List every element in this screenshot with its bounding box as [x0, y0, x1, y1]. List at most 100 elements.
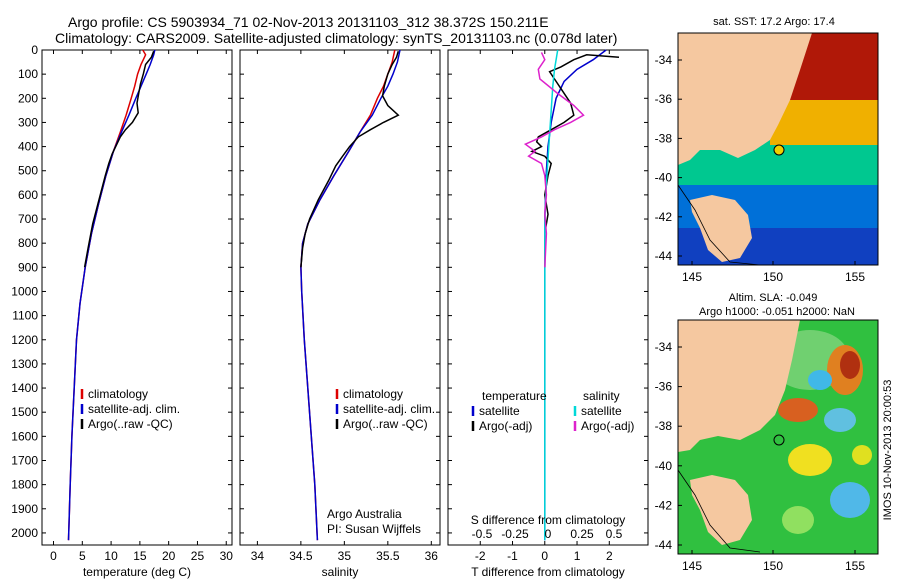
- y-tick-label: 1300: [11, 357, 38, 371]
- s-tick-label: 0.5: [606, 527, 623, 541]
- legend-label: Argo(-adj): [581, 419, 634, 433]
- map-y-tick-label: -40: [655, 459, 673, 473]
- x-axis-label: salinity: [322, 565, 359, 579]
- y-tick-label: 1200: [11, 333, 38, 347]
- map-x-tick-label: 155: [845, 559, 865, 573]
- y-tick-label: 1700: [11, 453, 38, 467]
- x-tick-label: 2: [606, 549, 613, 563]
- legend-header-salinity: salinity: [583, 389, 620, 403]
- s-tick-label: 0.25: [570, 527, 594, 541]
- series-line: [544, 49, 559, 541]
- series-line: [300, 50, 400, 268]
- x-tick-label: 30: [220, 549, 234, 563]
- x-tick-label: 0: [541, 549, 548, 563]
- y-tick-label: 600: [18, 188, 38, 202]
- legend-header-temperature: temperature: [482, 389, 547, 403]
- sla-map-frame: [677, 319, 879, 555]
- legend-label: Argo(..raw -QC): [88, 417, 173, 431]
- map-y-tick-label: -36: [655, 92, 673, 106]
- sst-argo-marker: [773, 144, 785, 156]
- y-tick-label: 1800: [11, 478, 38, 492]
- map-x-tick-label: 155: [845, 270, 865, 284]
- y-tick-label: 1600: [11, 429, 38, 443]
- x-tick-label: 34.5: [289, 549, 313, 563]
- map-y-tick-label: -44: [655, 538, 673, 552]
- y-tick-label: 200: [18, 91, 38, 105]
- legend-label: Argo(..raw -QC): [343, 417, 428, 431]
- y-tick-label: 1400: [11, 381, 38, 395]
- series-line: [67, 49, 156, 541]
- annotation-line2: PI: Susan Wijffels: [327, 522, 421, 536]
- map-y-tick-label: -42: [655, 498, 673, 512]
- annotation-line1: Argo Australia: [327, 507, 402, 521]
- map-y-tick-label: -44: [655, 249, 673, 263]
- temperature-profile: 0 5 10 15 20 25 30 temperature (deg C) 0 100 200 30…: [11, 43, 233, 579]
- figure-title-line1: Argo profile: CS 5903934_71 02-Nov-2013 …: [68, 14, 549, 30]
- x-tick-label: 15: [133, 549, 147, 563]
- x-tick-label: 35.5: [376, 549, 400, 563]
- sla-argo-marker: [773, 434, 785, 446]
- x-tick-label: 1: [574, 549, 581, 563]
- sst-map-title: sat. SST: 17.2 Argo: 17.4: [713, 16, 835, 28]
- x-tick-label: 10: [104, 549, 118, 563]
- map-x-tick-label: 145: [682, 270, 702, 284]
- x-tick-label: 36: [425, 549, 439, 563]
- x-tick-label: -2: [475, 549, 486, 563]
- y-tick-label: 1500: [11, 405, 38, 419]
- s-tick-label: -0.5: [472, 527, 493, 541]
- x-tick-label: 34: [251, 549, 265, 563]
- map-y-tick-label: -34: [655, 53, 673, 67]
- x-tick-label: 25: [191, 549, 205, 563]
- plot-frame: [239, 49, 441, 546]
- s-tick-label: -0.25: [501, 527, 529, 541]
- sla-map-title-line2: Argo h1000: -0.051 h2000: NaN: [699, 306, 855, 318]
- sla-map: [678, 320, 878, 554]
- x-axis-label: temperature (deg C): [83, 565, 191, 579]
- legend-label: satellite: [581, 404, 622, 418]
- legend-label: climatology: [343, 387, 403, 401]
- y-tick-label: 300: [18, 115, 38, 129]
- series-line: [300, 49, 401, 541]
- y-tick-label: 400: [18, 140, 38, 154]
- series-line: [67, 49, 147, 541]
- map-y-tick-label: -40: [655, 171, 673, 185]
- legend-label: satellite-adj. clim.: [88, 402, 180, 416]
- legend-label: climatology: [88, 387, 148, 401]
- sst-map: [678, 33, 878, 265]
- legend-label: satellite-adj. clim.: [343, 402, 435, 416]
- legend-label: satellite: [479, 404, 520, 418]
- series-line: [83, 50, 155, 268]
- x-tick-label: 20: [162, 549, 176, 563]
- series-line: [544, 49, 607, 541]
- y-tick-label: 900: [18, 260, 38, 274]
- difference-profile: -2 -1 0 1 2 T difference from climatology temp…: [447, 49, 649, 579]
- map-y-tick-label: -42: [655, 210, 673, 224]
- map-x-tick-label: 150: [763, 270, 783, 284]
- salinity-profile: 34 34.5 35 35.5 36 salinity climatologysatelli…: [239, 49, 441, 579]
- y-tick-label: 0: [31, 43, 38, 57]
- sst-map-ticks: 145 150 155 -34 -36 -38 -40 -42 -44: [655, 53, 866, 284]
- y-tick-label: 1900: [11, 502, 38, 516]
- map-x-tick-label: 145: [682, 559, 702, 573]
- y-tick-label: 500: [18, 164, 38, 178]
- map-x-tick-label: 150: [763, 559, 783, 573]
- x-tick-label: 5: [79, 549, 86, 563]
- map-y-tick-label: -38: [655, 419, 673, 433]
- y-tick-label: 1000: [11, 284, 38, 298]
- map-y-tick-label: -36: [655, 380, 673, 394]
- y-tick-label: 100: [18, 67, 38, 81]
- footer-timestamp: IMOS 10-Nov-2013 20:00:53: [882, 380, 894, 521]
- top-axis-label: S difference from climatology: [471, 513, 626, 527]
- sst-map-frame: [677, 32, 879, 266]
- y-tick-label: 800: [18, 236, 38, 250]
- map-y-tick-label: -34: [655, 340, 673, 354]
- x-axis-label: T difference from climatology: [471, 565, 625, 579]
- y-tick-label: 1100: [12, 309, 38, 323]
- series-line: [523, 52, 585, 268]
- x-tick-label: -1: [507, 549, 518, 563]
- legend-label: Argo(-adj): [479, 419, 532, 433]
- plot-frame: [41, 49, 233, 546]
- y-tick-label: 700: [18, 212, 38, 226]
- sla-map-title-line1: Altim. SLA: -0.049: [729, 292, 818, 304]
